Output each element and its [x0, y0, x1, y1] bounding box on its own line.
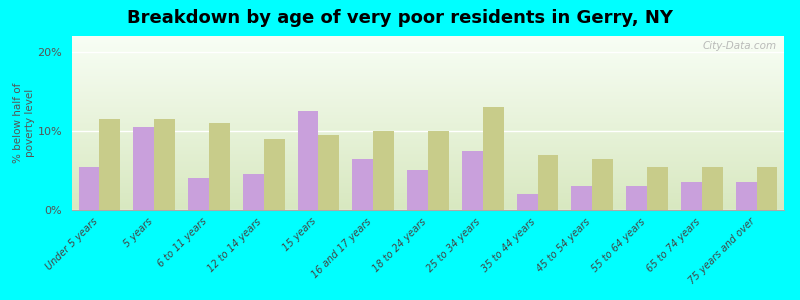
Bar: [243, 174, 264, 210]
Bar: [209, 123, 230, 210]
Bar: [298, 111, 318, 210]
Bar: [681, 182, 702, 210]
Bar: [757, 167, 778, 210]
Y-axis label: % below half of
poverty level: % below half of poverty level: [13, 83, 34, 163]
Bar: [462, 151, 482, 210]
Bar: [407, 170, 428, 210]
Bar: [353, 159, 374, 210]
Bar: [154, 119, 175, 210]
Bar: [647, 167, 668, 210]
Bar: [736, 182, 757, 210]
Bar: [626, 186, 647, 210]
Bar: [428, 131, 449, 210]
Bar: [134, 127, 154, 210]
Bar: [571, 186, 592, 210]
Bar: [264, 139, 285, 210]
Bar: [99, 119, 120, 210]
Bar: [517, 194, 538, 210]
Bar: [592, 159, 613, 210]
Text: Breakdown by age of very poor residents in Gerry, NY: Breakdown by age of very poor residents …: [127, 9, 673, 27]
Text: City-Data.com: City-Data.com: [702, 41, 777, 51]
Bar: [374, 131, 394, 210]
Bar: [78, 167, 99, 210]
Bar: [188, 178, 209, 210]
Bar: [482, 107, 503, 210]
Bar: [702, 167, 722, 210]
Bar: [538, 154, 558, 210]
Bar: [318, 135, 339, 210]
